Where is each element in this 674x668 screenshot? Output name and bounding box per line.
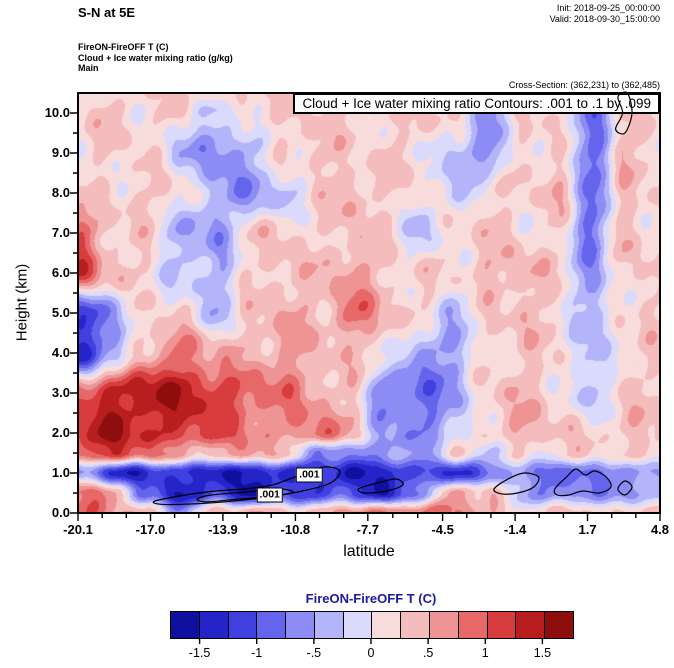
x-tick-label: -1.4 <box>503 522 527 537</box>
colorbar-segment <box>257 612 287 638</box>
cloud-contour-label: .001 <box>296 467 323 483</box>
y-tick-label: 6.0 <box>51 265 70 280</box>
colorbar-tick-label: 0 <box>367 646 375 660</box>
colorbar-segment <box>372 612 402 638</box>
y-tick-label: 10.0 <box>44 105 70 120</box>
y-tick-label: 8.0 <box>51 185 70 200</box>
x-tick-label: -17.0 <box>135 522 166 537</box>
colorbar-tick-label: .5 <box>422 646 434 660</box>
colorbar-segment <box>516 612 546 638</box>
product-contour-line: Cloud + Ice water mixing ratio (g/kg) <box>78 52 233 63</box>
valid-time: Valid: 2018-09-30_15:00:00 <box>549 14 660 24</box>
colorbar-tick-label: 1 <box>481 646 489 660</box>
y-tick-label: 7.0 <box>51 225 70 240</box>
colorbar-segment <box>430 612 459 638</box>
x-axis-title: latitude <box>343 543 395 560</box>
y-tick-label: 1.0 <box>51 465 70 480</box>
run-times: Init: 2018-09-25_00:00:00 Valid: 2018-09… <box>550 3 660 25</box>
colorbar-segment <box>343 612 373 638</box>
colorbar-segment <box>286 612 315 638</box>
x-tick-label: -7.7 <box>356 522 380 537</box>
figure-title: S-N at 5E <box>78 5 136 20</box>
colorbar-segment <box>545 612 573 638</box>
colorbar-segment <box>458 612 488 638</box>
x-tick-label: 1.7 <box>578 522 597 537</box>
x-tick-label: -13.9 <box>208 522 238 537</box>
product-domain-line: Main <box>78 63 99 73</box>
cloud-contour-label: .001 <box>256 487 283 503</box>
y-tick-label: 4.0 <box>51 345 70 360</box>
colorbar-segment <box>487 612 517 638</box>
init-time: Init: 2018-09-25_00:00:00 <box>556 3 660 13</box>
colorbar-segment <box>199 612 229 638</box>
plot-area: Cloud + Ice water mixing ratio Contours:… <box>78 93 660 513</box>
temperature-field-canvas <box>78 93 660 513</box>
product-info: FireON-FireOFF T (C) Cloud + Ice water m… <box>78 42 233 74</box>
y-tick-label: 3.0 <box>51 385 70 400</box>
y-tick-label: 2.0 <box>51 425 70 440</box>
x-tick-label: -10.8 <box>280 522 311 537</box>
y-tick-label: 5.0 <box>51 305 70 320</box>
x-tick-label: 4.8 <box>650 522 670 537</box>
colorbar-segment <box>401 612 431 638</box>
colorbar-tick-label: -.5 <box>306 646 322 660</box>
colorbar-tick-label: -1 <box>251 646 263 660</box>
x-tick-label: -4.5 <box>431 522 454 537</box>
y-tick-label: 0.0 <box>51 505 70 520</box>
colorbar-segment <box>171 612 200 638</box>
colorbar-title: FireON-FireOFF T (C) <box>305 591 437 606</box>
colorbar-tick-label: -1.5 <box>188 646 211 660</box>
x-tick-label: -20.1 <box>63 522 93 537</box>
colorbar-segment <box>314 612 344 638</box>
colorbar-tick-label: 1.5 <box>533 646 552 660</box>
colorbar-segment <box>228 612 258 638</box>
colorbar <box>170 611 574 639</box>
contour-info-box: Cloud + Ice water mixing ratio Contours:… <box>293 93 660 114</box>
cross-section-label: Cross-Section: (362,231) to (362,485) <box>508 80 660 90</box>
y-tick-label: 9.0 <box>51 145 70 160</box>
product-field-line: FireON-FireOFF T (C) <box>78 42 169 52</box>
